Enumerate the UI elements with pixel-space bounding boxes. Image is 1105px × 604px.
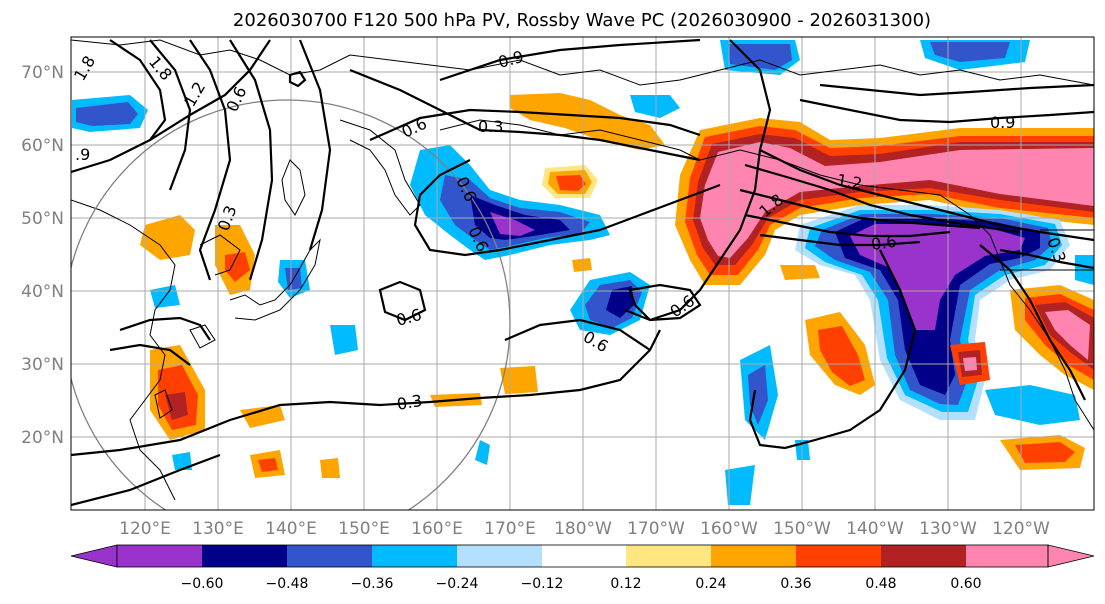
latitude-labels: 70°N 60°N 50°N 40°N 30°N 20°N [21, 63, 64, 448]
lat-label-60n: 60°N [21, 136, 64, 156]
lon-label: 150°E [338, 519, 390, 539]
longitude-labels: 120°E 130°E 140°E 150°E 160°E 170°E 180°… [119, 519, 1050, 539]
contour-label: 1.2 [835, 170, 863, 193]
contour-label: .9 [75, 145, 90, 164]
colorbar-bin [457, 545, 542, 567]
lat-label-50n: 50°N [21, 209, 64, 229]
map-area: 1.8 1.8 1.2 .9 0.6 0.3 0.6 0.3 0.9 0.9 0… [71, 37, 1094, 510]
colorbar-tick: −0.48 [266, 576, 309, 592]
colorbar-bin [711, 545, 796, 567]
colorbar-tick: 0.48 [865, 576, 896, 592]
contour-label: 0.6 [870, 232, 898, 254]
figure-title: 2026030700 F120 500 hPa PV, Rossby Wave … [233, 10, 931, 31]
lon-label: 120°W [992, 519, 1050, 539]
lat-label-40n: 40°N [21, 282, 64, 302]
colorbar-bin [202, 545, 287, 567]
colorbar-bin [287, 545, 372, 567]
contour-label: 0.9 [990, 113, 1015, 132]
lon-label: 130°W [919, 519, 977, 539]
lon-label: 120°E [119, 519, 171, 539]
colorbar-min-extend [70, 544, 118, 568]
colorbar-tick: −0.60 [181, 576, 224, 592]
colorbar-bin [626, 545, 711, 567]
map-frame [70, 36, 1095, 511]
colorbar-bin [881, 545, 966, 567]
colorbar-tick: −0.24 [436, 576, 479, 592]
colorbar-tick: −0.36 [351, 576, 394, 592]
pv-contours [71, 38, 1094, 507]
lon-label: 140°W [846, 519, 904, 539]
colorbar-bin [542, 545, 626, 567]
gridlines [71, 37, 1094, 510]
lon-label: 160°E [411, 519, 463, 539]
lat-label-20n: 20°N [21, 428, 64, 448]
colorbar-bin [372, 545, 457, 567]
colorbar-tick: −0.12 [521, 576, 564, 592]
contour-label: 0.3 [478, 117, 503, 136]
great-circle-marker [71, 99, 511, 510]
colorbar: −0.60 −0.48 −0.36 −0.24 −0.12 0.12 0.24 … [70, 544, 1095, 592]
colorbar-max-extend [1047, 544, 1095, 568]
lon-label: 160°W [700, 519, 758, 539]
colorbar-bin [966, 545, 1048, 567]
colorbar-bin [117, 545, 202, 567]
lon-label: 180°W [554, 519, 612, 539]
colorbar-tick: 0.36 [780, 576, 811, 592]
colorbar-tick: 0.60 [950, 576, 981, 592]
colorbar-tick: 0.12 [610, 576, 641, 592]
lon-label: 130°E [192, 519, 244, 539]
contour-label: 0.3 [395, 391, 423, 414]
lon-label: 140°E [265, 519, 317, 539]
lon-label: 170°W [627, 519, 685, 539]
lon-label: 170°E [484, 519, 536, 539]
lat-label-70n: 70°N [21, 63, 64, 83]
lat-label-30n: 30°N [21, 355, 64, 375]
colorbar-tick: 0.24 [695, 576, 726, 592]
colorbar-bin [796, 545, 881, 567]
lon-label: 150°W [773, 519, 831, 539]
